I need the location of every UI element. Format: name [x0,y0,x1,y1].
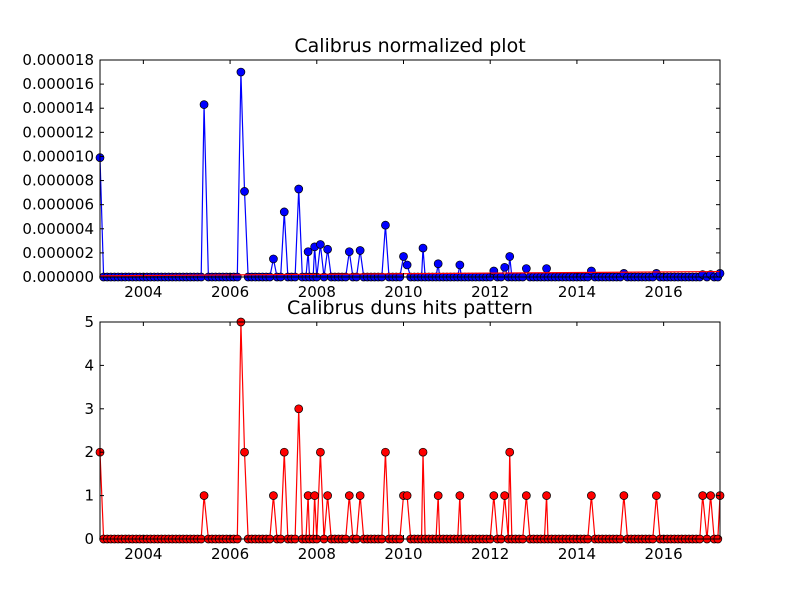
y-tick-label: 0.000016 [22,75,94,93]
plot-frame [99,59,721,278]
x-tick-label: 2014 [558,545,596,563]
y-tick-label: 0.000008 [22,172,94,190]
x-tick-label: 2008 [298,545,336,563]
y-tick-label: 4 [84,356,94,374]
data-point [433,259,443,269]
data-point [199,491,209,500]
x-tick-label: 2010 [384,545,422,563]
y-tick-label: 0 [84,530,94,548]
y-tick-label: 2 [84,443,94,461]
x-tick-label: 2006 [211,545,249,563]
x-tick-label: 2004 [124,283,162,301]
data-point [344,491,354,500]
data-point [455,260,465,270]
x-tick-label: 2004 [124,545,162,563]
data-point [505,252,515,261]
data-point [381,447,390,457]
data-point [240,187,249,196]
data-point [240,447,249,457]
data-point [303,247,313,257]
data-point [698,491,708,500]
data-point [542,264,551,273]
x-tick-label: 2012 [471,283,509,301]
plot-area: 2004 2006 2008 2010 2012 2014 2016 0.000000 0.00… [22,51,725,301]
x-tick-label: 2016 [645,545,683,563]
data-point [323,244,332,254]
data-point [505,447,515,457]
data-point [344,247,354,257]
data-point [236,67,246,77]
data-point [323,491,332,500]
data-point [294,184,304,194]
data-point [521,491,531,500]
data-point [418,447,428,457]
y-tick-label: 0.000006 [22,196,94,214]
data-point [355,246,365,255]
plot-area: 2004 2006 2008 2010 2012 2014 2016 0 1 2 3 4 5 [84,313,725,563]
y-tick-label: 3 [84,400,94,418]
data-point [500,491,510,500]
y-tick-label: 0.000004 [22,220,94,238]
data-point [619,491,629,500]
y-tick-label: 0.000018 [22,51,94,69]
x-tick-label: 2012 [471,545,509,563]
data-point [542,491,551,500]
x-tick-label: 2006 [211,283,249,301]
data-point [355,491,365,500]
data-point [418,243,428,253]
duns-hits-plot: Calibrus duns hits pattern 2004 2006 2008 2… [84,297,725,563]
normalized-plot: Calibrus normalized plot 2004 2006 2008 201… [22,35,725,301]
x-tick-label: 2010 [384,283,422,301]
data-point [269,254,278,264]
data-point [402,260,412,270]
data-point [294,404,304,414]
x-tick-label: 2008 [298,283,336,301]
chart-title: Calibrus normalized plot [294,35,525,57]
y-tick-label: 0.000014 [22,99,94,117]
y-tick-label: 1 [84,487,94,505]
data-point [402,491,412,500]
data-point [316,240,325,249]
data-point [381,220,390,230]
y-tick-label: 5 [84,313,94,331]
y-tick-label: 0.000010 [22,147,94,165]
y-tick-label: 0.000000 [22,268,94,286]
data-point [455,491,465,500]
x-tick-label: 2016 [645,283,683,301]
data-point [500,263,510,272]
data-point [279,447,289,457]
x-tick-label: 2014 [558,283,596,301]
y-tick-label: 0.000002 [22,244,94,262]
data-point [706,491,715,500]
data-point [269,491,278,500]
trend-line [99,270,721,277]
data-point [433,491,443,500]
data-point [489,491,499,500]
data-point [587,491,596,500]
y-tick-label: 0.000012 [22,123,94,141]
data-point [521,264,531,273]
data-point [199,100,209,109]
data-point [316,447,325,457]
data-point [399,252,408,261]
chart-title: Calibrus duns hits pattern [287,297,533,319]
data-point [310,491,319,500]
data-point [279,207,289,217]
data-point [652,491,661,500]
plot-frame [99,321,721,540]
